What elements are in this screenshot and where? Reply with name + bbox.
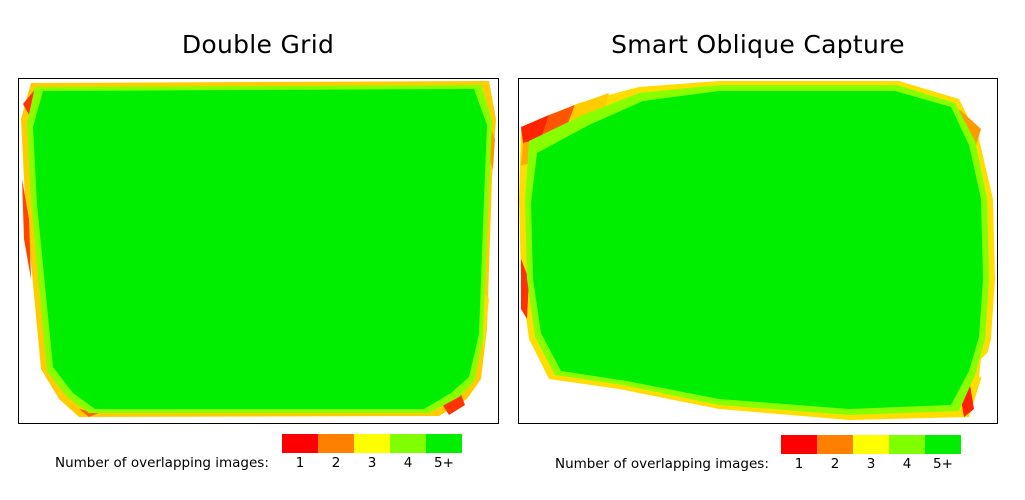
left-legend-swatch-1 (282, 434, 318, 453)
left-legend-swatch-3 (354, 434, 390, 453)
left-legend-swatch-5plus (426, 434, 462, 453)
left-legend-label: Number of overlapping images: (55, 455, 269, 471)
left-legend-tick: 3 (367, 455, 377, 471)
right-legend-swatch-2 (817, 435, 853, 454)
right-overlap-map (518, 78, 998, 424)
left-legend-swatch-2 (318, 434, 354, 453)
left-overlap-map (18, 78, 499, 424)
left-legend-tick: 2 (331, 455, 341, 471)
left-legend-swatch-4 (390, 434, 426, 453)
right-legend-colorbar (781, 435, 961, 454)
right-legend-label: Number of overlapping images: (555, 456, 769, 472)
right-legend-swatch-3 (853, 435, 889, 454)
right-legend-tick: 2 (830, 456, 840, 472)
right-legend-tick: 4 (902, 456, 912, 472)
right-legend-swatch-4 (889, 435, 925, 454)
right-panel-title: Smart Oblique Capture (611, 30, 905, 59)
right-legend-tick: 1 (794, 456, 804, 472)
right-legend-tick: 5+ (933, 456, 953, 472)
left-legend-tick: 5+ (434, 455, 454, 471)
left-legend-colorbar (282, 434, 462, 453)
right-legend-tick: 3 (866, 456, 876, 472)
right-legend-swatch-5plus (925, 435, 961, 454)
right-overlap-map-graphic (519, 81, 995, 420)
left-legend-tick: 4 (403, 455, 413, 471)
left-panel-title: Double Grid (181, 30, 335, 59)
left-legend-tick: 1 (295, 455, 305, 471)
right-legend-swatch-1 (781, 435, 817, 454)
left-overlap-map-graphic (21, 81, 496, 417)
